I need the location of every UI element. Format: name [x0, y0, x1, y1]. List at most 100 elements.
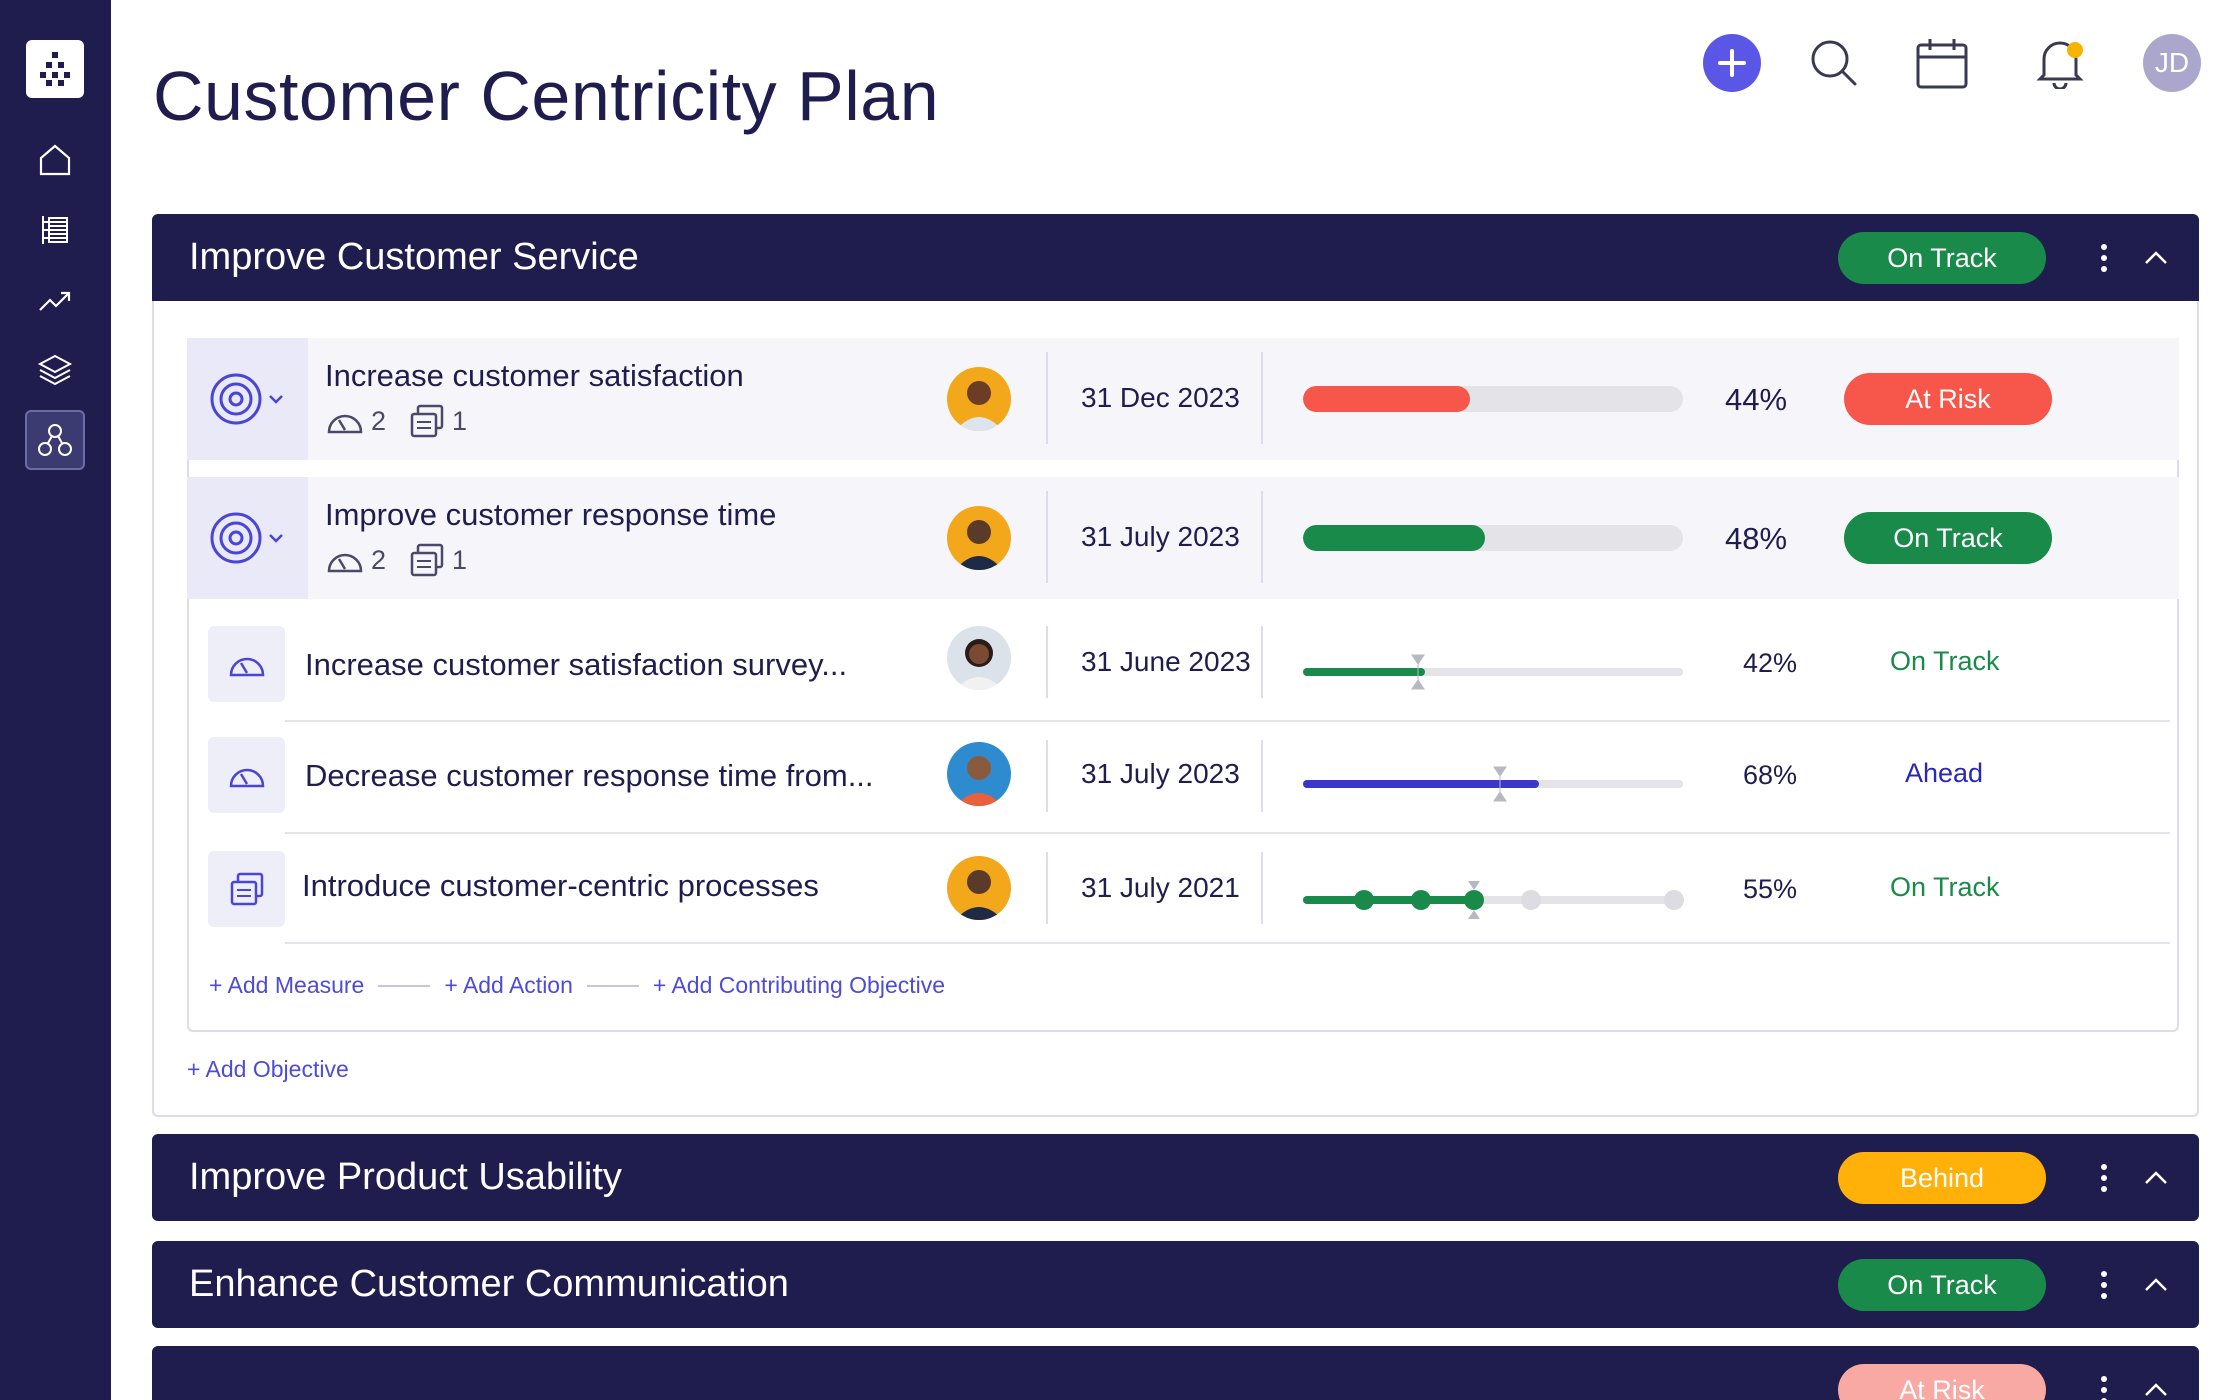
- status-badge: On Track: [1844, 512, 2052, 564]
- sidebar: [0, 0, 111, 1400]
- link-separator: [586, 984, 639, 987]
- status-badge: At Risk: [1838, 1364, 2046, 1400]
- measures-count: 2: [371, 405, 387, 436]
- progress-track: [1303, 668, 1683, 676]
- status-text: On Track: [1890, 872, 2000, 902]
- add-objective-link[interactable]: + Add Objective: [187, 1056, 349, 1082]
- divider: [1046, 491, 1048, 583]
- chevron-up-icon[interactable]: [2136, 1158, 2176, 1198]
- progress-fill: [1303, 525, 1486, 551]
- search-button[interactable]: [1805, 34, 1863, 92]
- progress-track: [1303, 896, 1683, 904]
- target-icon: [210, 373, 283, 425]
- hierarchy-icon: [38, 424, 72, 456]
- measure-icon-box: [208, 737, 285, 813]
- row-divider: [285, 832, 2170, 834]
- add-button[interactable]: [1703, 34, 1761, 92]
- actions-count: 1: [452, 405, 468, 436]
- action-title[interactable]: Introduce customer-centric processes: [302, 868, 819, 903]
- status-text: Ahead: [1905, 758, 1984, 788]
- logo-icon: [40, 52, 70, 86]
- section-title: Enhance Customer Communication: [189, 1263, 789, 1305]
- section-header[interactable]: At Risk: [152, 1346, 2199, 1400]
- home-icon: [39, 144, 71, 176]
- milestone-dot: [1354, 890, 1374, 910]
- objective-toggle[interactable]: [187, 477, 308, 599]
- divider: [1046, 740, 1048, 812]
- layers-icon: [37, 354, 73, 386]
- measure-icon-box: [208, 626, 285, 702]
- avatar: [947, 856, 1011, 920]
- target-icon: [210, 512, 283, 564]
- actions-count: 1: [452, 544, 468, 575]
- progress-percent: 44%: [1725, 382, 1788, 417]
- user-avatar[interactable]: JD: [2143, 34, 2201, 92]
- target-marker-icon: [1468, 881, 1480, 919]
- due-date: 31 July 2021: [1081, 872, 1240, 903]
- list-tree-icon: [42, 216, 68, 244]
- row-divider: [285, 942, 2170, 944]
- avatar: [947, 742, 1011, 806]
- sidebar-item-hierarchy[interactable]: [25, 410, 85, 470]
- bell-icon: [2036, 41, 2084, 89]
- progress-fill: [1303, 780, 1539, 788]
- progress-percent: 42%: [1743, 648, 1798, 678]
- progress-fill: [1303, 896, 1474, 904]
- add-action-link[interactable]: + Add Action: [444, 972, 573, 998]
- milestone-dot: [1411, 890, 1431, 910]
- sidebar-item-trends[interactable]: [25, 270, 85, 330]
- avatar: [947, 367, 1011, 431]
- section-title: Improve Product Usability: [189, 1156, 622, 1198]
- divider: [1261, 852, 1263, 924]
- add-contributing-objective-link[interactable]: + Add Contributing Objective: [652, 972, 946, 998]
- sidebar-item-list[interactable]: [25, 200, 85, 260]
- sidebar-item-layers[interactable]: [25, 340, 85, 400]
- section-header[interactable]: Improve Customer Service On Track: [152, 214, 2199, 301]
- action-doc-icon: [410, 543, 444, 577]
- divider: [1261, 626, 1263, 698]
- progress-percent: 68%: [1743, 760, 1798, 790]
- milestone-dot: [1464, 890, 1484, 910]
- divider: [1261, 491, 1263, 583]
- divider: [1261, 740, 1263, 812]
- app-logo[interactable]: [26, 40, 84, 98]
- chevron-up-icon[interactable]: [2136, 238, 2176, 278]
- notification-dot: [2067, 42, 2083, 58]
- milestone-dot: [1521, 890, 1541, 910]
- objective-toggle[interactable]: [187, 338, 308, 460]
- more-options-icon[interactable]: [2092, 1265, 2116, 1305]
- more-options-icon[interactable]: [2092, 1158, 2116, 1198]
- more-options-icon[interactable]: [2092, 1370, 2116, 1400]
- add-measure-link[interactable]: + Add Measure: [209, 972, 365, 998]
- progress-percent: 48%: [1725, 521, 1788, 556]
- plus-icon: [1718, 49, 1746, 77]
- objective-title: Improve customer response time: [325, 497, 777, 532]
- notifications-button[interactable]: [2031, 34, 2089, 92]
- chevron-up-icon[interactable]: [2136, 1370, 2176, 1400]
- avatar: [947, 626, 1011, 690]
- chevron-up-icon[interactable]: [2136, 1265, 2176, 1305]
- divider: [1046, 352, 1048, 444]
- gauge-icon: [327, 553, 363, 573]
- measure-title[interactable]: Decrease customer response time from...: [305, 758, 874, 793]
- objective-meta: 2 1: [325, 404, 489, 438]
- row-divider: [285, 720, 2170, 722]
- calendar-icon: [1916, 39, 1968, 89]
- sidebar-item-home[interactable]: [25, 130, 85, 190]
- more-options-icon[interactable]: [2092, 238, 2116, 278]
- gauge-icon: [229, 657, 264, 677]
- action-doc-icon: [410, 404, 444, 438]
- calendar-button[interactable]: [1913, 34, 1971, 92]
- search-icon: [1811, 40, 1857, 86]
- section-header[interactable]: Enhance Customer Communication On Track: [152, 1241, 2199, 1328]
- status-badge: Behind: [1838, 1152, 2046, 1204]
- divider: [1046, 852, 1048, 924]
- objective-row[interactable]: Improve customer response time 2 1: [187, 477, 2179, 599]
- section-header[interactable]: Improve Product Usability Behind: [152, 1134, 2199, 1221]
- gauge-icon: [229, 768, 264, 788]
- due-date: 31 Dec 2023: [1081, 382, 1240, 413]
- progress-percent: 55%: [1743, 874, 1798, 904]
- objective-meta: 2 1: [325, 543, 489, 577]
- objective-row[interactable]: Increase customer satisfaction 2 1: [187, 338, 2179, 460]
- measure-title[interactable]: Increase customer satisfaction survey...: [305, 647, 848, 682]
